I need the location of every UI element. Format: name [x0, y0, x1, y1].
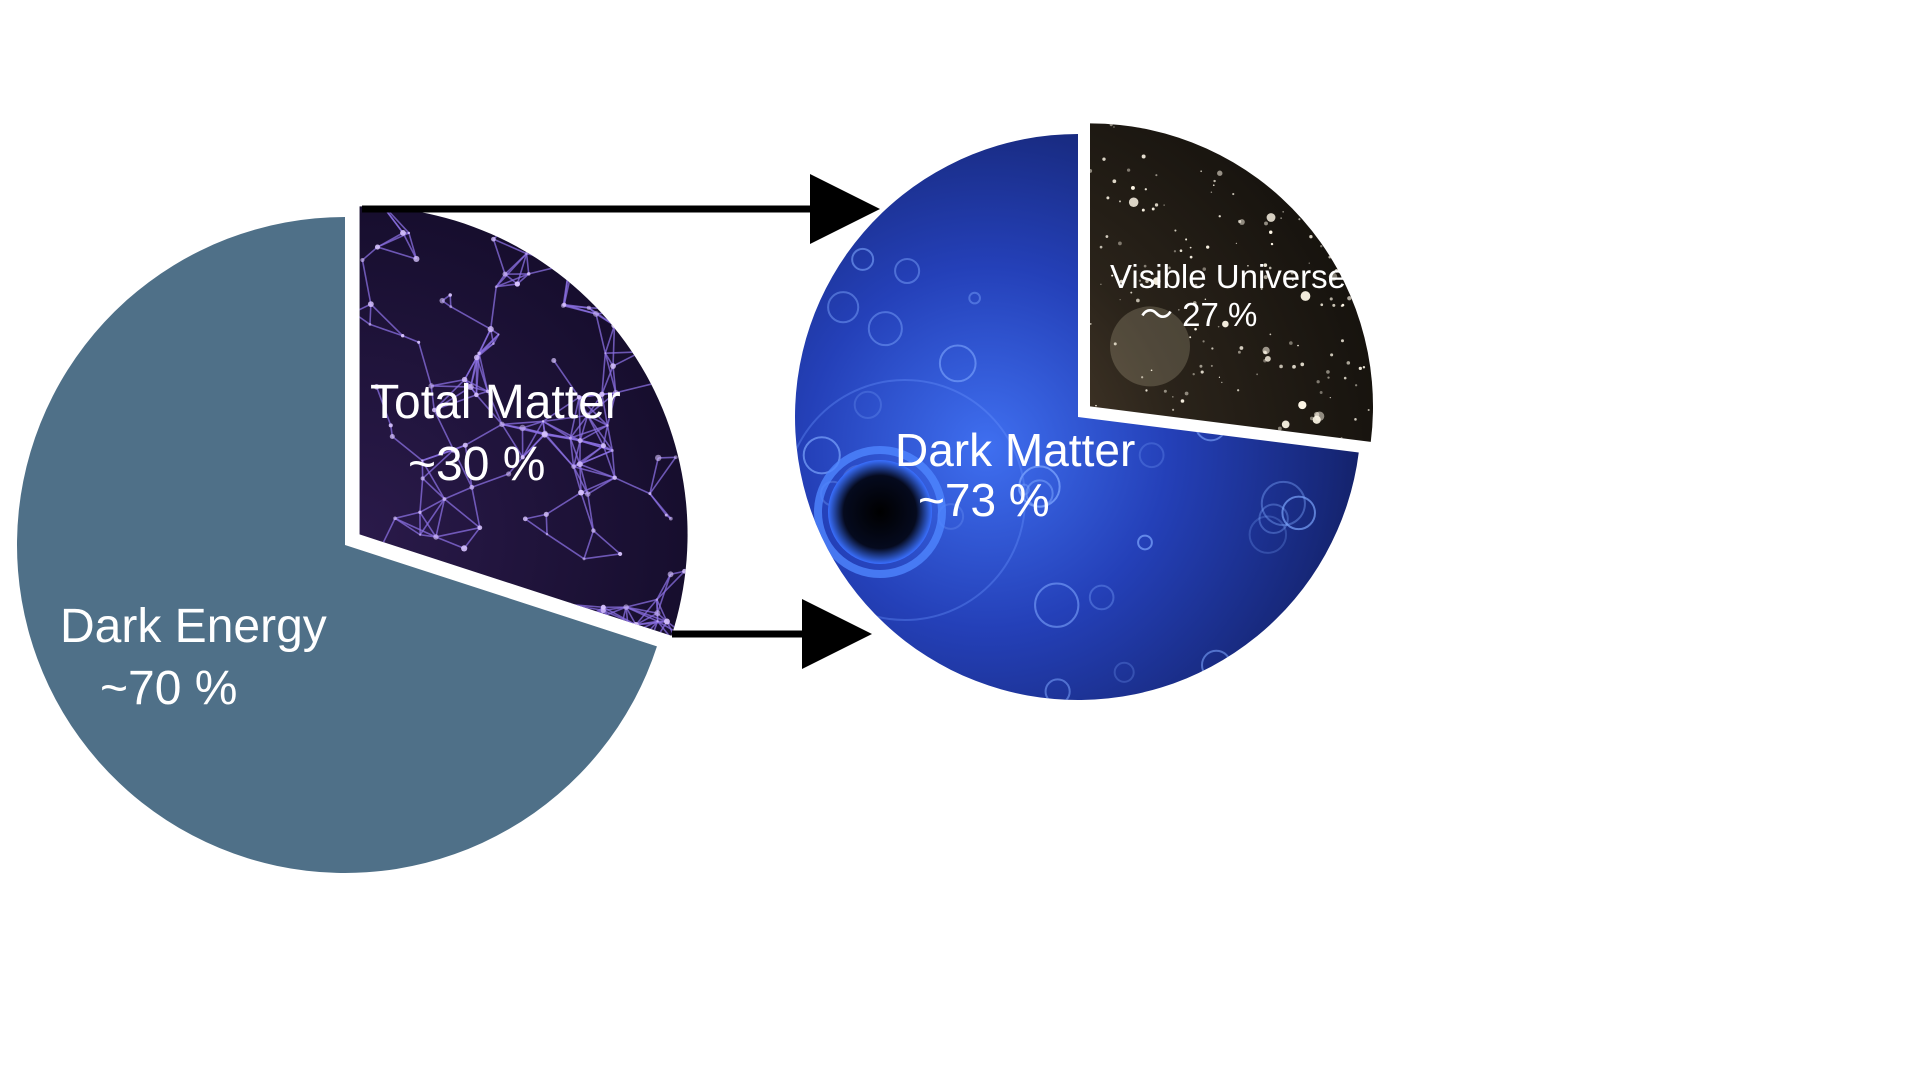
label-visible-universe: Visible Universe [1110, 258, 1346, 295]
value-visible-universe: ～ 27 % [1140, 296, 1257, 333]
pie-universe [16, 206, 688, 873]
slice-dark-energy [16, 217, 657, 873]
value-dark-energy: ~70 % [100, 662, 237, 715]
label-dark-matter: Dark Matter [895, 424, 1135, 476]
pie-matter [794, 123, 1374, 700]
label-dark-energy: Dark Energy [60, 600, 327, 653]
connector-arrows [362, 174, 880, 669]
value-total-matter: ~30 % [408, 438, 545, 491]
label-total-matter: Total Matter [370, 376, 621, 429]
black-hole-illustration [794, 379, 1026, 621]
value-dark-matter: ~73 % [918, 474, 1050, 526]
